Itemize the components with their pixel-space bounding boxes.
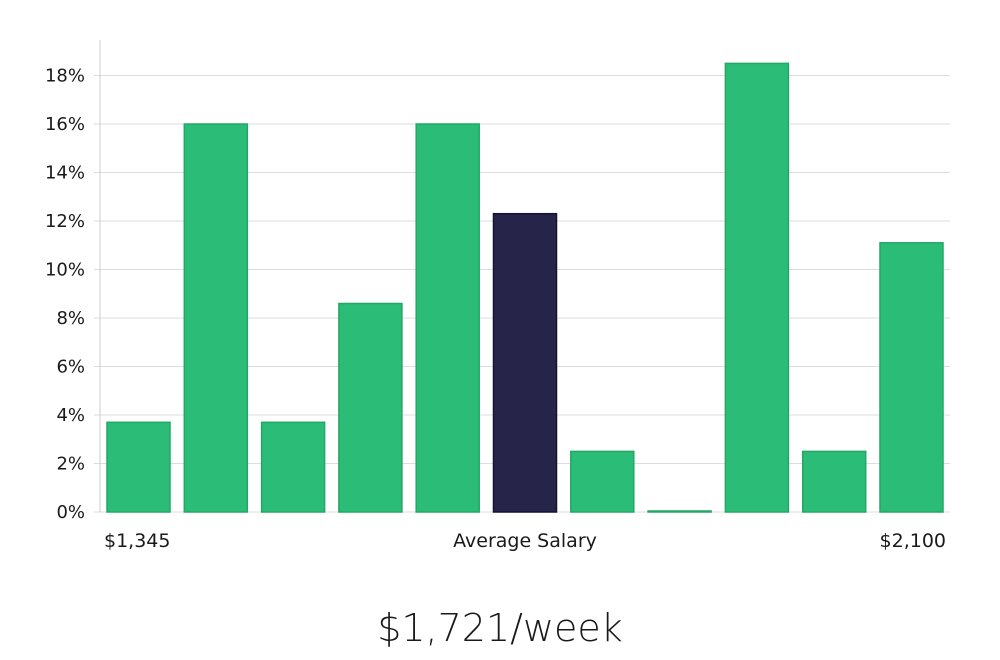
x-label-min: $1,345 — [104, 530, 170, 552]
bar — [415, 123, 480, 513]
bar — [724, 62, 790, 513]
y-tick-label: 8% — [56, 308, 85, 329]
bar — [801, 450, 867, 513]
x-label-max: $2,100 — [880, 530, 946, 552]
average-salary-value: $1,721/week — [377, 606, 623, 650]
y-tick-label: 6% — [56, 357, 85, 378]
salary-histogram: 0% 2% 4% 6% 8% 10% 12% 14% 16% 18% $1,345 Average… — [45, 40, 950, 552]
y-tick-label: 10% — [45, 260, 85, 281]
bars — [106, 62, 944, 513]
x-label-average: Average Salary — [453, 530, 597, 552]
y-tick-label: 2% — [56, 454, 85, 475]
y-tick-label: 12% — [45, 211, 85, 232]
bar — [879, 242, 944, 513]
y-tick-label: 4% — [56, 405, 85, 426]
bar — [183, 123, 249, 513]
bar — [106, 421, 171, 513]
y-tick-label: 0% — [56, 502, 85, 523]
y-tick-label: 16% — [45, 114, 85, 135]
y-axis-ticks: 0% 2% 4% 6% 8% 10% 12% 14% 16% 18% — [45, 66, 85, 524]
bar — [570, 450, 635, 513]
bar — [647, 510, 712, 513]
bar-average-highlight — [492, 212, 558, 513]
bar — [260, 421, 326, 513]
bar — [338, 302, 403, 513]
y-tick-label: 18% — [45, 66, 85, 87]
y-tick-label: 14% — [45, 163, 85, 184]
